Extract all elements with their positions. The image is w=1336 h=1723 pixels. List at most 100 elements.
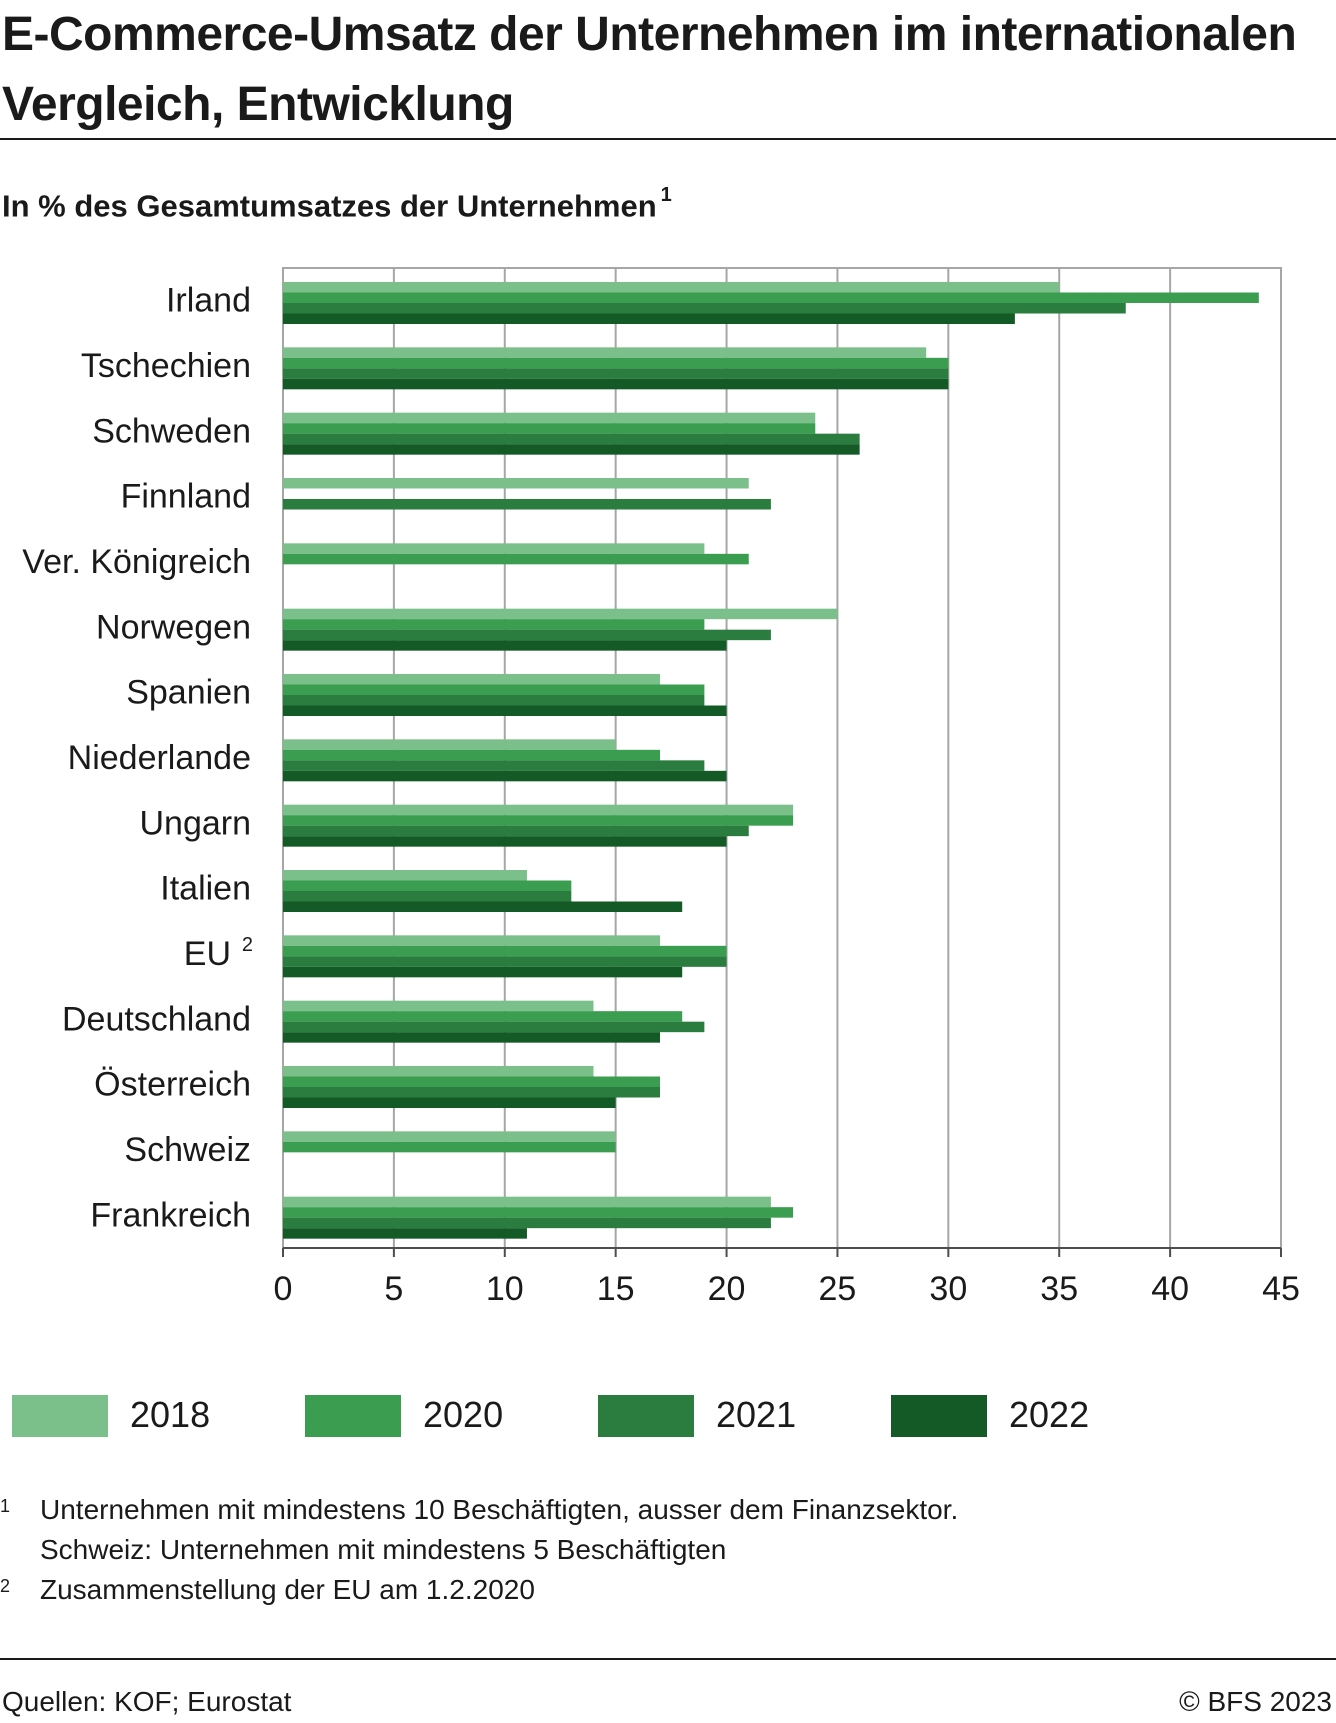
x-tick-label: 45 xyxy=(1262,1270,1300,1308)
source-note: Quellen: KOF; Eurostat xyxy=(2,1686,292,1717)
bar-2021 xyxy=(283,891,572,902)
bar-2020 xyxy=(283,357,949,369)
bar-2021 xyxy=(283,368,949,379)
bar-2018 xyxy=(283,608,838,620)
footnote-1: 1 Unternehmen mit mindestens 10 Beschäft… xyxy=(0,1490,1320,1570)
category-label: Frankreich xyxy=(90,1196,251,1234)
x-tick-label: 5 xyxy=(384,1270,403,1308)
bar-2018 xyxy=(283,739,616,750)
x-tick-label: 25 xyxy=(819,1270,857,1308)
footnote-2-mark: 2 xyxy=(0,1576,11,1596)
bar-2021 xyxy=(283,1087,661,1098)
footnote-2-line-1: Zusammenstellung der EU am 1.2.2020 xyxy=(40,1574,535,1605)
bar-2020 xyxy=(283,945,727,957)
footnotes: 1 Unternehmen mit mindestens 10 Beschäft… xyxy=(0,1490,1320,1610)
category-label: Schweden xyxy=(92,412,251,450)
legend-swatch-2021 xyxy=(598,1395,694,1437)
bar-2020 xyxy=(283,684,705,695)
chart-title: E-Commerce-Umsatz der Unternehmen im int… xyxy=(2,8,1297,131)
bar-2021 xyxy=(283,760,705,771)
bar-2022 xyxy=(283,313,1015,324)
bar-2022 xyxy=(283,1228,527,1239)
bar-2018 xyxy=(283,478,749,489)
footer-divider xyxy=(0,1658,1336,1660)
bar-2022 xyxy=(283,966,683,978)
bar-2020 xyxy=(283,880,572,891)
bar-2022 xyxy=(283,1032,661,1043)
x-tick-label: 0 xyxy=(274,1270,293,1308)
legend-label-2022: 2022 xyxy=(1009,1394,1090,1435)
bar-2022 xyxy=(283,705,727,716)
bar-2021 xyxy=(283,695,705,706)
bar-2020 xyxy=(283,619,705,630)
bar-2021 xyxy=(283,1021,705,1033)
legend-swatch-2018 xyxy=(12,1395,108,1437)
bar-2021 xyxy=(283,629,771,641)
bar-2018 xyxy=(283,1131,616,1142)
bar-2022 xyxy=(283,1097,616,1108)
bar-2021 xyxy=(283,433,860,445)
footnote-1-line-2: Schweiz: Unternehmen mit mindestens 5 Be… xyxy=(40,1534,727,1565)
bar-2020 xyxy=(283,1207,794,1218)
bar-2018 xyxy=(283,674,661,685)
category-label: Tschechien xyxy=(81,347,251,385)
category-label: Deutschland xyxy=(62,1000,251,1038)
bar-2018 xyxy=(283,1066,594,1077)
bar-2022 xyxy=(283,770,727,782)
x-tick-label: 20 xyxy=(708,1270,746,1308)
category-label: Niederlande xyxy=(68,739,251,777)
bar-chart: 0 5 10 15 20 25 30 35 40 45 Irland Tschechien Schwed… xyxy=(22,267,1300,1308)
category-label: Italien xyxy=(160,870,251,908)
bar-2018 xyxy=(283,412,816,424)
category-footnote-mark: 2 xyxy=(242,934,253,956)
bar-2020 xyxy=(283,815,794,826)
bar-2022 xyxy=(283,378,949,390)
bar-2020 xyxy=(283,292,1259,303)
copyright-note: © BFS 2023 xyxy=(1179,1686,1332,1717)
bar-2018 xyxy=(283,543,705,554)
legend-label-2018: 2018 xyxy=(130,1394,211,1435)
category-label: Schweiz xyxy=(124,1131,251,1169)
bar-2020 xyxy=(283,553,749,565)
bar-2022 xyxy=(283,901,683,912)
chart-subtitle: In % des Gesamtumsatzes der Unternehmen 1 xyxy=(2,184,672,224)
bar-2021 xyxy=(283,1217,771,1229)
category-label: EU xyxy=(184,935,231,973)
x-tick-label: 30 xyxy=(929,1270,967,1308)
bar-2020 xyxy=(283,749,661,761)
bar-2018 xyxy=(283,347,927,358)
bar-2018 xyxy=(283,282,1060,293)
bar-2021 xyxy=(283,825,749,837)
bar-2022 xyxy=(283,836,727,847)
bar-2021 xyxy=(283,303,1126,314)
x-tick-label: 10 xyxy=(486,1270,524,1308)
x-tick-label: 35 xyxy=(1040,1270,1078,1308)
category-label: Spanien xyxy=(126,674,251,712)
x-tick-label: 40 xyxy=(1151,1270,1189,1308)
footnote-1-mark: 1 xyxy=(0,1496,11,1516)
bar-2020 xyxy=(283,1076,661,1087)
bar-2022 xyxy=(283,444,860,455)
bar-2020 xyxy=(283,1011,683,1022)
footnote-1-line-1: Unternehmen mit mindestens 10 Beschäftig… xyxy=(40,1494,959,1525)
title-divider xyxy=(0,138,1336,140)
legend-label-2020: 2020 xyxy=(423,1394,504,1435)
legend-swatch-2022 xyxy=(891,1395,987,1437)
bar-2021 xyxy=(283,956,727,967)
bar-2018 xyxy=(283,935,661,946)
bar-2018 xyxy=(283,1196,771,1208)
bar-2022 xyxy=(283,640,727,651)
subtitle-text: In % des Gesamtumsatzes der Unternehmen xyxy=(2,188,657,224)
legend-swatch-2020 xyxy=(305,1395,401,1437)
bar-2020 xyxy=(283,423,816,434)
bar-2020 xyxy=(283,1141,616,1153)
category-label: Irland xyxy=(166,282,251,320)
category-label: Ungarn xyxy=(139,804,251,842)
bar-2018 xyxy=(283,804,794,816)
bar-2018 xyxy=(283,1000,594,1012)
x-tick-label: 15 xyxy=(597,1270,635,1308)
category-label: Finnland xyxy=(121,478,251,516)
legend-label-2021: 2021 xyxy=(716,1394,797,1435)
bar-2018 xyxy=(283,870,527,881)
category-label: Österreich xyxy=(94,1066,251,1104)
